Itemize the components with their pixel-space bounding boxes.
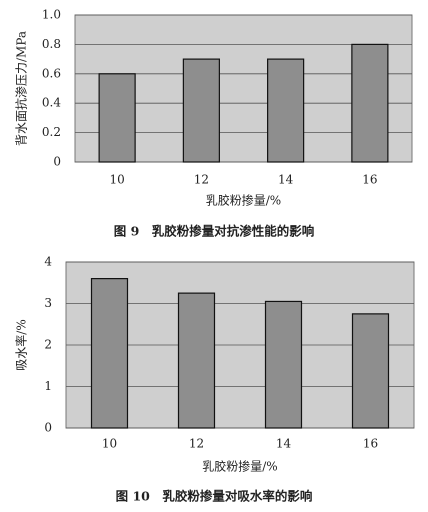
bar (90, 278, 129, 429)
x-tick-label: 16 (363, 437, 378, 451)
chart-caption: 图 9 乳胶粉掺量对抗渗性能的影响 (114, 224, 315, 239)
y-tick-label: 1.0 (42, 8, 61, 22)
bar (98, 73, 136, 163)
bar (267, 58, 305, 163)
x-tick-label: 12 (189, 437, 204, 451)
y-tick-label: 0.4 (42, 96, 61, 110)
bar (177, 292, 216, 429)
y-tick-label: 0.8 (42, 37, 61, 51)
bar (351, 43, 389, 163)
bar (264, 300, 303, 429)
y-tick-label: 4 (44, 255, 52, 269)
y-axis-label: 吸水率/% (14, 319, 29, 370)
chart-caption: 图 10 乳胶粉掺量对吸水率的影响 (116, 489, 313, 504)
y-tick-label: 0.2 (42, 125, 61, 139)
x-tick-label: 16 (362, 173, 377, 187)
x-tick-label: 10 (109, 173, 124, 187)
y-tick-label: 0 (44, 421, 52, 435)
y-tick-label: 0.6 (42, 66, 61, 80)
y-axis-label: 背水面抗渗压力/MPa (14, 31, 29, 146)
x-axis-label: 乳胶粉掺量/% (206, 193, 281, 208)
x-tick-label: 14 (276, 437, 292, 451)
bar (351, 313, 390, 429)
y-tick-label: 0 (53, 155, 61, 169)
y-tick-label: 3 (44, 296, 52, 310)
x-axis-label: 乳胶粉掺量/% (202, 459, 277, 474)
x-tick-label: 10 (102, 437, 117, 451)
y-tick-label: 2 (44, 338, 52, 352)
y-tick-label: 1 (44, 379, 52, 393)
bar (182, 58, 220, 163)
x-tick-label: 14 (278, 173, 294, 187)
x-tick-label: 12 (194, 173, 209, 187)
